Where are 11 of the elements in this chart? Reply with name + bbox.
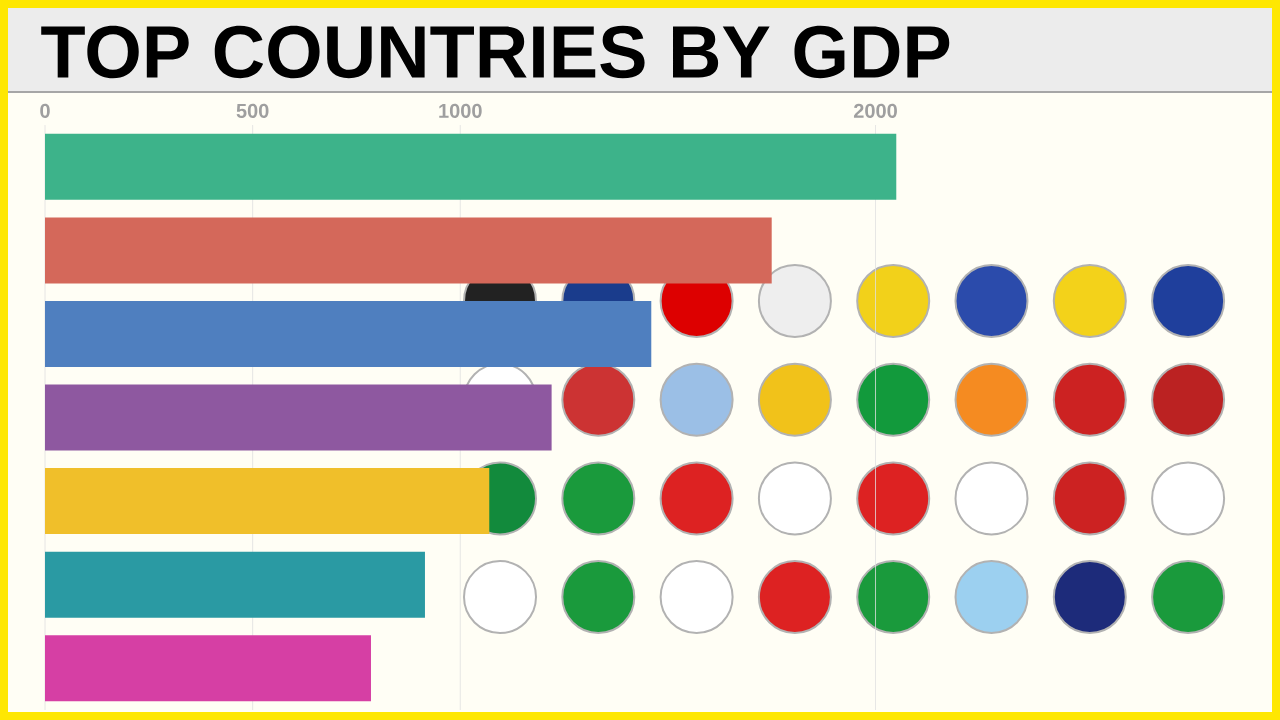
x-tick-label: 2000 [853, 103, 897, 118]
bar [45, 551, 425, 618]
x-tick-label: 500 [236, 103, 269, 118]
bar [45, 384, 552, 451]
x-tick-label: 1000 [439, 103, 482, 118]
bar [45, 217, 772, 284]
bar [45, 635, 371, 702]
chart-title: TOP COUNTRIES BY GDP [41, 25, 950, 79]
bar [45, 300, 652, 367]
x-tick-label: 0 [40, 103, 50, 118]
bar [45, 133, 897, 200]
